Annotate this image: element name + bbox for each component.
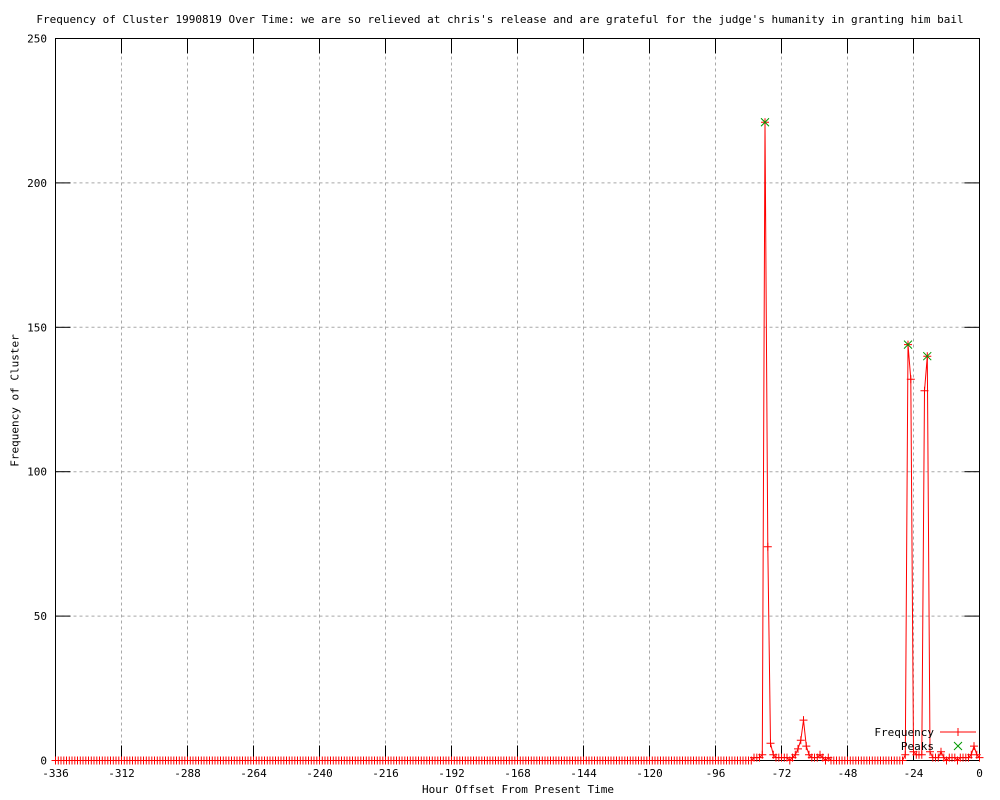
frequency-series [51,118,984,765]
svg-text:150: 150 [27,321,47,334]
svg-text:-72: -72 [772,767,792,780]
peaks-series [760,117,932,361]
chart-title: Frequency of Cluster 1990819 Over Time: … [36,13,964,26]
svg-text:-120: -120 [636,767,663,780]
legend-label-frequency: Frequency [874,726,934,739]
svg-text:50: 50 [34,610,47,623]
svg-text:-288: -288 [174,767,201,780]
y-tick-labels: 0 50 100 150 200 250 [27,33,47,768]
svg-text:-264: -264 [240,767,267,780]
grid-lines [55,38,980,761]
x-tick-labels: -336 -312 -288 -264 -240 -216 -192 -168 -144 -120… [42,767,983,780]
legend-samples [940,728,976,751]
svg-text:0: 0 [40,755,47,768]
svg-text:200: 200 [27,177,47,190]
svg-text:0: 0 [976,767,983,780]
svg-text:-168: -168 [504,767,531,780]
svg-text:-24: -24 [904,767,924,780]
svg-text:-312: -312 [108,767,135,780]
svg-text:-216: -216 [372,767,399,780]
svg-text:-96: -96 [706,767,726,780]
svg-text:-336: -336 [42,767,69,780]
legend-label-peaks: Peaks [900,740,934,753]
x-axis-label: Hour Offset From Present Time [421,783,615,796]
svg-text:-240: -240 [306,767,333,780]
svg-text:100: 100 [27,466,47,479]
svg-text:-192: -192 [438,767,465,780]
svg-text:-144: -144 [570,767,597,780]
svg-text:250: 250 [27,33,47,46]
svg-text:-48: -48 [838,767,858,780]
